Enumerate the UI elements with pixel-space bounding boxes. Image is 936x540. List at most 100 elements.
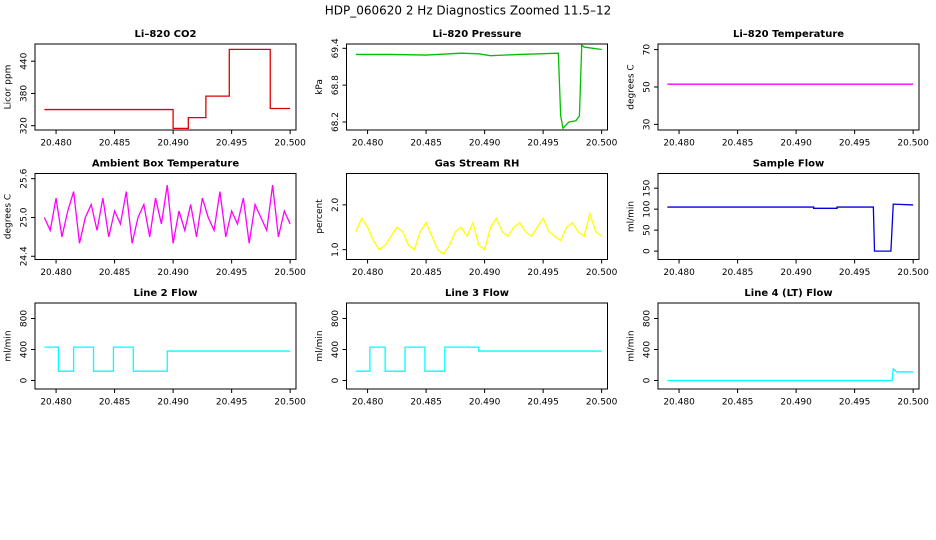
y-tick-label: 25.6	[20, 168, 30, 188]
x-tick-label: 20.485	[99, 268, 131, 278]
y-tick-label: 0	[20, 377, 30, 383]
panel-title: Li–820 CO2	[135, 29, 197, 40]
x-tick-label: 20.485	[410, 139, 442, 149]
x-tick-label: 20.500	[586, 139, 618, 149]
y-tick-label: 50	[643, 81, 653, 93]
x-tick-label: 20.490	[780, 398, 812, 408]
y-tick-label: 150	[643, 179, 653, 196]
y-tick-label: 0	[643, 377, 653, 383]
x-tick-label: 20.490	[157, 268, 189, 278]
x-tick-label: 20.500	[274, 139, 306, 149]
y-tick-label: 800	[643, 310, 653, 327]
x-tick-label: 20.490	[469, 398, 501, 408]
y-tick-label: 320	[20, 117, 30, 134]
data-line	[44, 48, 291, 130]
x-tick-label: 20.500	[586, 398, 618, 408]
plot-frame	[346, 302, 608, 390]
panel-title: Gas Stream RH	[435, 159, 520, 170]
y-tick-label: 440	[20, 52, 30, 69]
y-tick-label: 400	[20, 341, 30, 358]
y-tick-label: 0	[643, 248, 653, 254]
data-line	[44, 346, 291, 372]
y-tick-label: 25.0	[20, 207, 30, 227]
x-tick-label: 20.500	[897, 139, 929, 149]
data-line	[355, 43, 602, 130]
x-tick-label: 20.490	[780, 139, 812, 149]
x-tick-label: 20.495	[216, 139, 248, 149]
plot-frame	[346, 43, 608, 131]
panel-title: Line 3 Flow	[445, 288, 509, 299]
x-tick-label: 20.490	[469, 268, 501, 278]
x-tick-label: 20.480	[352, 268, 384, 278]
x-tick-label: 20.490	[780, 268, 812, 278]
x-tick-label: 20.495	[839, 398, 871, 408]
y-tick-label: 380	[20, 85, 30, 102]
x-tick-label: 20.485	[722, 398, 754, 408]
panel-title: Sample Flow	[753, 159, 825, 170]
x-tick-label: 20.500	[897, 398, 929, 408]
y-tick-label: 2.0	[331, 197, 341, 212]
panel-title: Li–820 Pressure	[433, 29, 522, 40]
y-axis-label: ml/min	[627, 330, 637, 361]
data-line	[667, 367, 914, 382]
y-tick-label: 400	[643, 341, 653, 358]
x-tick-label: 20.500	[586, 268, 618, 278]
y-tick-label: 30	[643, 118, 653, 130]
y-tick-label: 800	[331, 310, 341, 327]
plot-frame	[346, 173, 608, 260]
x-tick-label: 20.490	[157, 139, 189, 149]
data-line	[355, 346, 602, 372]
data-line	[43, 185, 291, 244]
x-tick-label: 20.480	[40, 398, 72, 408]
x-tick-label: 20.495	[527, 398, 559, 408]
y-axis-label: Licor ppm	[4, 65, 14, 110]
x-tick-label: 20.495	[839, 268, 871, 278]
plot-frame	[34, 173, 297, 260]
x-tick-label: 20.480	[40, 139, 72, 149]
y-axis-label: percent	[315, 199, 325, 234]
x-tick-label: 20.500	[274, 398, 306, 408]
x-tick-label: 20.480	[352, 398, 384, 408]
y-axis-label: degrees C	[4, 194, 14, 239]
x-tick-label: 20.480	[40, 268, 72, 278]
y-tick-label: 1.0	[331, 242, 341, 257]
panel-title: Line 2 Flow	[134, 288, 198, 299]
data-line	[355, 211, 603, 256]
panel-title: Line 4 (LT) Flow	[744, 288, 832, 299]
y-tick-label: 69.4	[331, 38, 341, 58]
x-tick-label: 20.480	[663, 139, 695, 149]
y-axis-label: ml/min	[627, 201, 637, 232]
y-tick-label: 68.8	[331, 75, 341, 95]
y-tick-label: 50	[643, 224, 653, 236]
x-tick-label: 20.480	[663, 398, 695, 408]
plot-frame	[34, 302, 297, 390]
y-axis-label: ml/min	[315, 330, 325, 361]
y-axis-label: ml/min	[4, 330, 14, 361]
y-tick-label: 800	[20, 310, 30, 327]
plot-frame	[657, 173, 920, 260]
y-tick-label: 100	[643, 200, 653, 217]
x-tick-label: 20.480	[663, 268, 695, 278]
plot-frame	[34, 43, 297, 131]
x-tick-label: 20.495	[839, 139, 871, 149]
x-tick-label: 20.495	[527, 139, 559, 149]
y-tick-label: 68.2	[331, 112, 341, 132]
x-tick-label: 20.485	[410, 268, 442, 278]
x-tick-label: 20.495	[216, 268, 248, 278]
plot-frame	[657, 302, 920, 390]
x-tick-label: 20.485	[722, 139, 754, 149]
x-tick-label: 20.480	[352, 139, 384, 149]
data-line	[667, 203, 914, 252]
x-tick-label: 20.490	[469, 139, 501, 149]
y-tick-label: 70	[643, 44, 653, 56]
x-tick-label: 20.500	[897, 268, 929, 278]
x-tick-label: 20.485	[99, 139, 131, 149]
x-tick-label: 20.500	[274, 268, 306, 278]
y-tick-label: 400	[331, 341, 341, 358]
y-axis-label: degrees C	[627, 64, 637, 109]
x-tick-label: 20.485	[722, 268, 754, 278]
figure-title: HDP_060620 2 Hz Diagnostics Zoomed 11.5–…	[325, 4, 612, 18]
panel-title: Li–820 Temperature	[733, 29, 844, 40]
y-tick-label: 0	[331, 377, 341, 383]
